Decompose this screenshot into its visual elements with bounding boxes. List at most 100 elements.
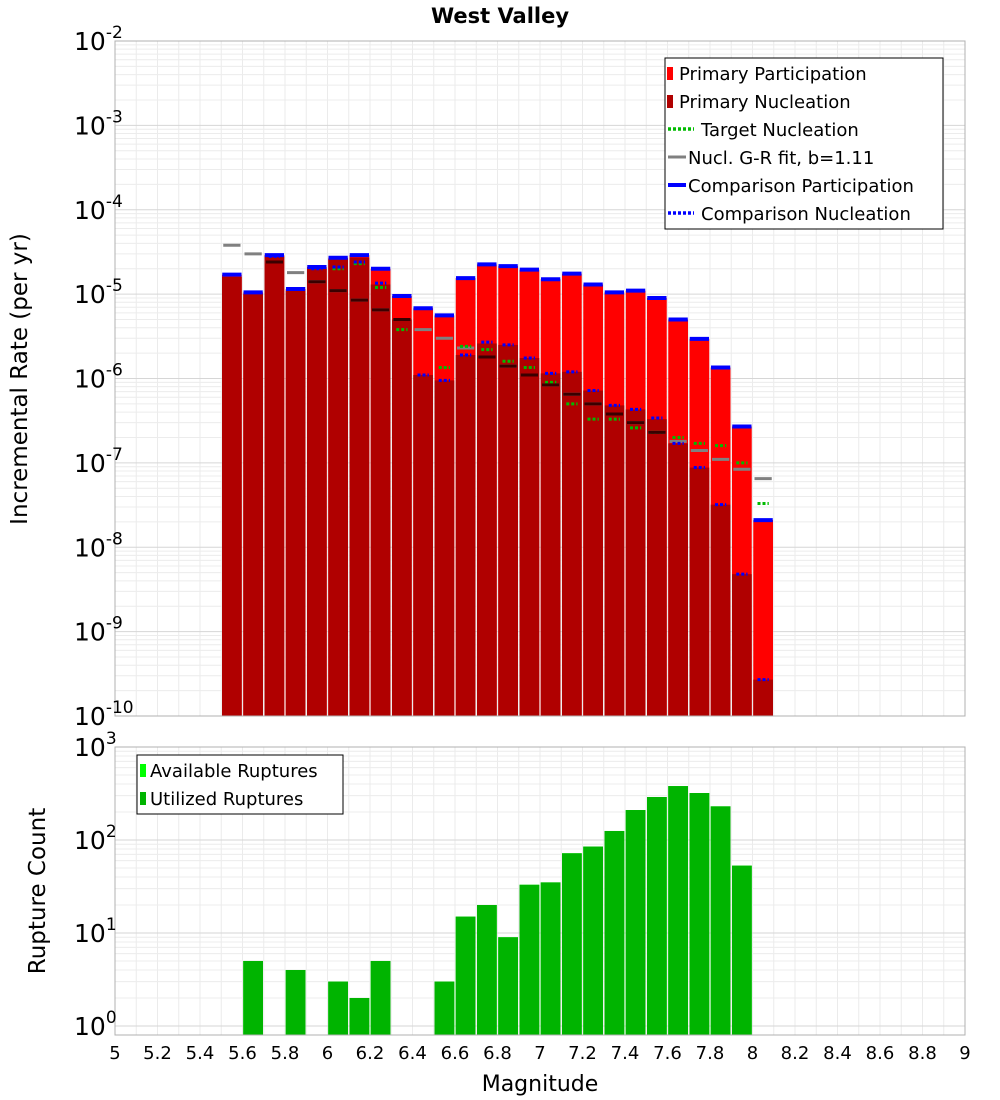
rate-plot-bars <box>222 255 773 716</box>
x-tick-label: 5.8 <box>271 1043 300 1064</box>
primary-nucleation-bar <box>285 290 306 716</box>
rate-y-tick-label: 10-3 <box>74 107 123 140</box>
count-plot-frame <box>114 746 966 1036</box>
rate-y-tick-labels: 10-10 10-9 10-8 10-7 10-6 10-5 10-4 10-3 10-2 <box>74 23 134 731</box>
primary-nucleation-bar <box>604 405 625 716</box>
count-y-tick-label: 101 <box>74 915 117 948</box>
x-tick-label: 5 <box>109 1043 120 1064</box>
x-tick-label: 7.2 <box>568 1043 597 1064</box>
x-tick-label: 8 <box>747 1043 758 1064</box>
x-tick-label: 7.8 <box>696 1043 725 1064</box>
count-plot: 100 101 102 103 5 5.2 5.4 5.6 5.8 6 6.2 6.4 6.6 6.8 7… <box>25 729 971 1097</box>
primary-nucleation-bar <box>519 357 540 716</box>
utilized-ruptures-bar <box>647 796 667 1035</box>
rate-y-axis-label: Incremental Rate (per yr) <box>7 233 33 525</box>
rate-plot-level-marks <box>222 243 773 682</box>
utilized-ruptures-bar <box>370 960 391 1035</box>
utilized-ruptures-bar <box>732 865 752 1035</box>
x-tick-label: 6.2 <box>356 1043 385 1064</box>
x-tick-label: 5.4 <box>186 1043 215 1064</box>
utilized-ruptures-bar <box>668 786 688 1035</box>
rate-y-tick-label: 10-4 <box>74 192 123 225</box>
count-y-tick-label: 102 <box>74 822 117 855</box>
x-tick-label: 6.4 <box>398 1043 427 1064</box>
rate-y-tick-label: 10-8 <box>74 529 123 562</box>
primary-nucleation-bar <box>328 259 348 716</box>
primary-nucleation-bar <box>753 679 773 716</box>
primary-nucleation-bar <box>668 443 688 716</box>
legend-label-target-nucleation: Target Nucleation <box>700 120 859 141</box>
count-y-tick-label: 103 <box>74 729 117 762</box>
primary-nucleation-bar <box>710 504 731 716</box>
primary-nucleation-bar <box>540 373 561 716</box>
primary-nucleation-bar <box>222 276 242 716</box>
x-tick-label: 7.6 <box>653 1043 682 1064</box>
utilized-ruptures-bar <box>328 981 348 1035</box>
primary-nucleation-bar <box>562 371 582 716</box>
x-tick-label: 6 <box>322 1043 333 1064</box>
primary-nucleation-bar <box>307 268 327 716</box>
utilized-ruptures-bar <box>519 884 540 1035</box>
legend-label-available-ruptures: Available Ruptures <box>150 761 318 782</box>
legend-swatch-primary-nucleation <box>667 95 673 108</box>
utilized-ruptures-bar <box>477 904 497 1035</box>
rate-legend: Primary Participation Primary Nucleation… <box>664 57 944 230</box>
x-tick-labels: 5 5.2 5.4 5.6 5.8 6 6.2 6.4 6.6 6.8 7 7.2 7.4 7.6 7.8 8… <box>109 1043 970 1064</box>
x-tick-label: 8.2 <box>781 1043 810 1064</box>
x-tick-label: 8.6 <box>866 1043 895 1064</box>
utilized-ruptures-bar <box>349 997 370 1035</box>
legend-swatch-primary-participation <box>667 67 673 80</box>
x-tick-label: 5.2 <box>143 1043 172 1064</box>
x-tick-label: 8.8 <box>908 1043 937 1064</box>
legend-label-primary-participation: Primary Participation <box>679 64 867 85</box>
rate-y-tick-label: 10-7 <box>74 445 123 478</box>
x-tick-label: 7.4 <box>611 1043 640 1064</box>
x-tick-label: 5.6 <box>228 1043 257 1064</box>
utilized-ruptures-bar <box>604 830 625 1035</box>
rate-plot-frame <box>114 40 966 717</box>
x-axis-label: Magnitude <box>482 1072 599 1097</box>
rate-plot: 10-10 10-9 10-8 10-7 10-6 10-5 10-4 10-3 10-2 In… <box>7 23 966 731</box>
utilized-ruptures-bar <box>540 882 561 1035</box>
utilized-ruptures-bar <box>285 969 306 1035</box>
primary-nucleation-bar <box>349 257 370 716</box>
x-tick-label: 6.6 <box>441 1043 470 1064</box>
primary-nucleation-bar <box>434 380 455 716</box>
primary-nucleation-bar <box>413 375 433 716</box>
legend-swatch-available-ruptures <box>140 764 146 777</box>
primary-nucleation-bar <box>370 284 391 716</box>
rate-y-tick-label: 10-5 <box>74 276 123 309</box>
rate-y-tick-label: 10-6 <box>74 361 123 394</box>
legend-label-comparison-nucleation: Comparison Nucleation <box>701 204 911 225</box>
utilized-ruptures-bar <box>710 806 731 1035</box>
count-y-tick-labels: 100 101 102 103 <box>74 729 117 1041</box>
utilized-ruptures-bar <box>498 937 518 1035</box>
legend-label-primary-nucleation: Primary Nucleation <box>679 92 851 113</box>
count-legend: Available Ruptures Utilized Ruptures <box>136 754 344 815</box>
count-y-tick-label: 100 <box>74 1008 117 1041</box>
utilized-ruptures-bar <box>583 846 603 1035</box>
legend-label-gr-fit: Nucl. G-R fit, b=1.11 <box>688 148 874 169</box>
x-tick-label: 6.8 <box>483 1043 512 1064</box>
utilized-ruptures-bar <box>434 981 455 1035</box>
rate-y-tick-label: 10-2 <box>74 23 123 56</box>
count-legend-box <box>136 754 344 815</box>
primary-nucleation-bar <box>243 294 263 716</box>
primary-nucleation-bar <box>455 354 476 716</box>
primary-nucleation-bar <box>732 574 752 716</box>
legend-swatch-utilized-ruptures <box>140 792 146 805</box>
utilized-ruptures-bar <box>455 916 476 1035</box>
rate-y-tick-label: 10-9 <box>74 614 123 647</box>
utilized-ruptures-bar <box>625 810 646 1035</box>
legend-label-comparison-participation: Comparison Participation <box>688 176 914 197</box>
primary-nucleation-bar <box>647 419 667 716</box>
rate-y-tick-label: 10-10 <box>74 698 134 731</box>
utilized-ruptures-bar <box>243 960 263 1035</box>
primary-nucleation-bar <box>392 319 412 716</box>
legend-label-utilized-ruptures: Utilized Ruptures <box>150 789 303 810</box>
count-plot-bars <box>243 786 752 1035</box>
x-tick-label: 7 <box>534 1043 545 1064</box>
primary-nucleation-bar <box>583 390 603 716</box>
primary-nucleation-bar <box>477 343 497 716</box>
